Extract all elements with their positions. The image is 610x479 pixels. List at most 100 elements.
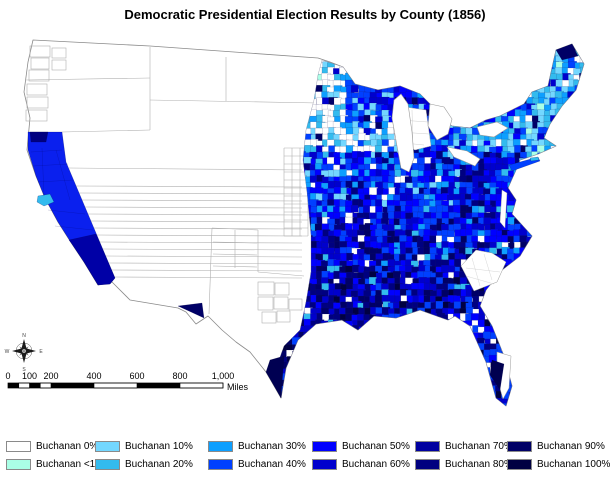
county-cell bbox=[532, 176, 541, 185]
county-cell bbox=[339, 361, 349, 371]
county-cell bbox=[394, 372, 404, 383]
county-cell bbox=[537, 338, 546, 347]
county-cell bbox=[562, 354, 571, 363]
county-cell bbox=[513, 266, 522, 275]
county-cell bbox=[574, 272, 583, 281]
county-cell bbox=[550, 127, 559, 137]
county-cell bbox=[592, 171, 600, 179]
county-cell bbox=[568, 289, 578, 299]
county-cell bbox=[550, 284, 559, 292]
legend-label: Buchanan 50% bbox=[342, 440, 410, 452]
county-cell bbox=[513, 56, 523, 66]
county-cell bbox=[490, 283, 499, 292]
county-cell bbox=[363, 374, 372, 383]
county-cell bbox=[555, 230, 566, 240]
county-cell bbox=[578, 78, 584, 88]
county-cell bbox=[423, 314, 433, 324]
county-cell bbox=[286, 367, 294, 375]
county-cell bbox=[321, 350, 331, 360]
county-cell bbox=[524, 367, 534, 377]
county-cell bbox=[471, 85, 480, 94]
county-cell bbox=[580, 139, 584, 149]
county-cell bbox=[352, 44, 361, 48]
county-cell bbox=[436, 79, 446, 89]
county-cell bbox=[562, 295, 571, 304]
county-cell bbox=[508, 278, 517, 287]
county-cell bbox=[560, 367, 569, 376]
county-cell bbox=[346, 398, 356, 406]
county-cell bbox=[573, 169, 582, 178]
county-cell bbox=[496, 67, 506, 77]
county-cell bbox=[542, 241, 551, 250]
county-cell bbox=[556, 307, 566, 317]
county-cell bbox=[351, 55, 359, 63]
county-cell bbox=[478, 44, 489, 54]
legend-item: Buchanan 30% bbox=[208, 440, 306, 452]
county-cell bbox=[508, 67, 517, 75]
county-cell bbox=[404, 343, 415, 353]
county-cell bbox=[429, 320, 438, 329]
county-cell bbox=[406, 325, 416, 336]
county-cell bbox=[508, 264, 516, 273]
county-cell bbox=[382, 331, 391, 340]
county-cell bbox=[586, 284, 594, 292]
county-cell bbox=[549, 181, 559, 191]
county-cell bbox=[334, 356, 343, 365]
county-cell bbox=[315, 385, 325, 396]
county-cell bbox=[514, 397, 522, 406]
county-cell bbox=[568, 301, 578, 311]
county-cell bbox=[483, 85, 493, 95]
county-cell bbox=[513, 260, 522, 269]
county-cell bbox=[339, 337, 348, 346]
county-cell bbox=[363, 398, 373, 406]
county-cell bbox=[429, 55, 438, 65]
county-cell bbox=[453, 67, 462, 76]
county-cell bbox=[580, 116, 584, 124]
county-cell bbox=[514, 206, 523, 215]
county-cell bbox=[574, 356, 583, 365]
county-cell bbox=[316, 396, 326, 406]
county-cell bbox=[376, 49, 385, 59]
county-cell bbox=[285, 374, 294, 383]
county-cell bbox=[292, 44, 302, 54]
county-cell bbox=[586, 105, 594, 113]
county-cell bbox=[531, 373, 541, 382]
county-cell bbox=[507, 90, 517, 100]
county-cell bbox=[412, 379, 421, 388]
county-cell bbox=[292, 355, 301, 364]
county-cell bbox=[549, 296, 559, 305]
county-cell bbox=[555, 200, 564, 210]
county-cell bbox=[478, 66, 488, 76]
county-cell bbox=[460, 356, 469, 365]
county-cell bbox=[508, 49, 517, 58]
county-cell bbox=[586, 290, 594, 298]
county-cell bbox=[513, 73, 523, 83]
legend-swatch bbox=[6, 440, 31, 452]
county-cell bbox=[580, 379, 584, 389]
county-cell bbox=[406, 337, 416, 347]
county-cell bbox=[501, 44, 511, 47]
county-cell bbox=[466, 366, 476, 376]
county-cell bbox=[555, 206, 565, 215]
county-cell bbox=[263, 386, 272, 395]
county-cell bbox=[448, 92, 456, 101]
county-cell bbox=[334, 385, 343, 394]
scale-tick-1000: 1,000 bbox=[212, 371, 235, 381]
county-cell bbox=[262, 380, 269, 387]
county-cell bbox=[458, 331, 468, 340]
county-cell bbox=[520, 289, 529, 298]
county-cell bbox=[291, 391, 300, 400]
county-cell bbox=[556, 218, 566, 228]
county-cell bbox=[544, 380, 553, 390]
county-cell bbox=[345, 44, 354, 47]
county-cell bbox=[561, 343, 572, 353]
county-cell bbox=[388, 373, 397, 381]
county-cell bbox=[501, 68, 510, 78]
legend-item: Buchanan 10% bbox=[95, 440, 193, 452]
county-cell bbox=[544, 192, 553, 202]
county-cell bbox=[587, 188, 594, 195]
county-cell bbox=[520, 403, 531, 406]
county-cell bbox=[454, 337, 464, 347]
county-cell bbox=[370, 361, 379, 371]
county-cell bbox=[466, 73, 476, 83]
